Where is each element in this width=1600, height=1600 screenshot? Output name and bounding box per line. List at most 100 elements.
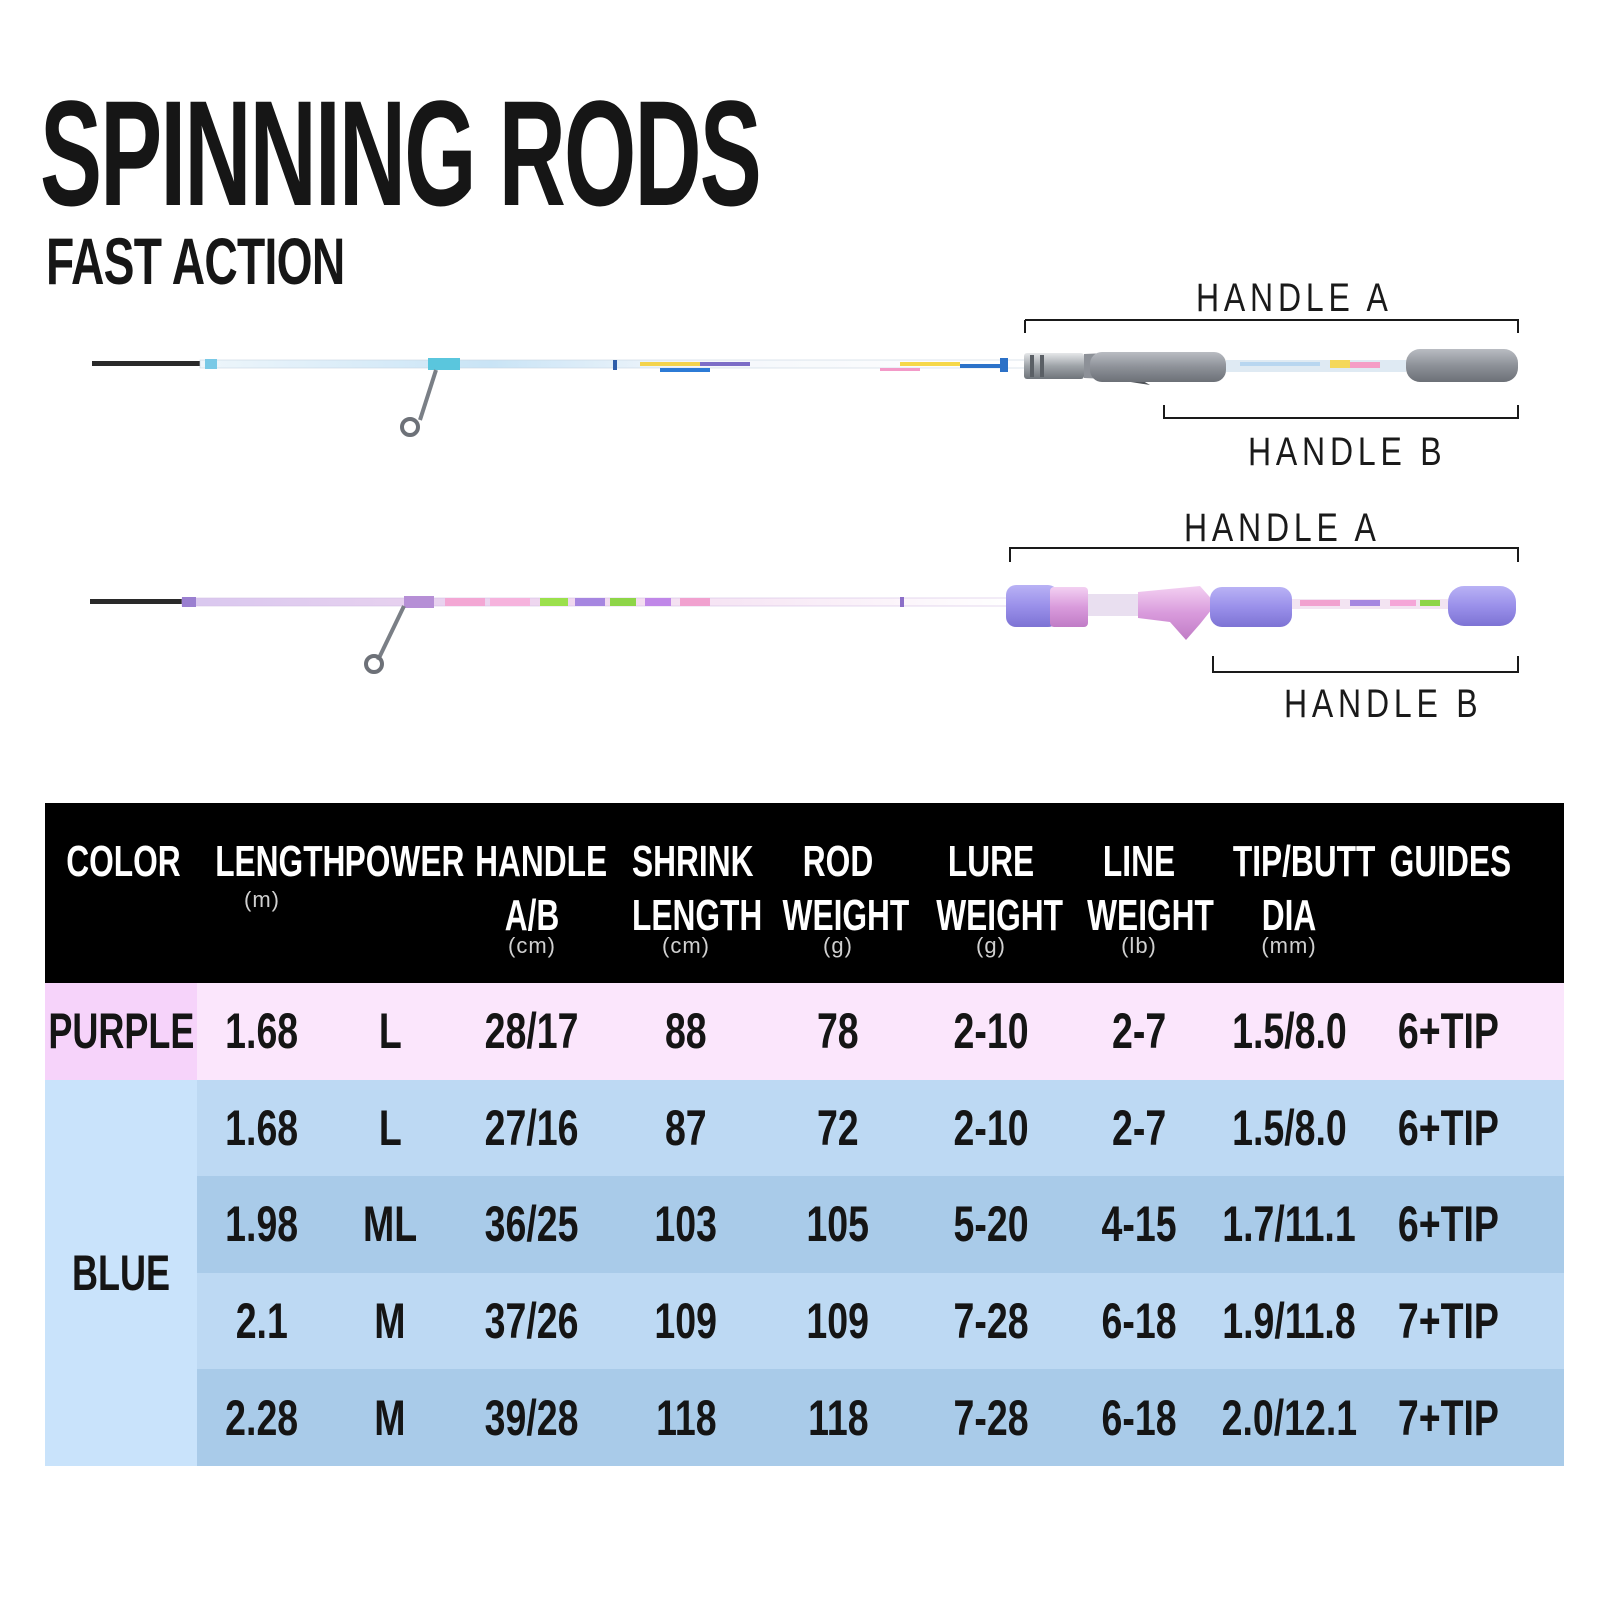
column-header-unit: (mm) <box>1261 933 1317 958</box>
table-cell: 1.7/11.1 <box>1222 1196 1356 1253</box>
table-cell: 6+TIP <box>1397 1196 1499 1253</box>
table-cell: 7-28 <box>953 1389 1029 1446</box>
table-row: 2.1 M 37/26 109 109 7-28 6-18 1.9/11.8 7+TIP <box>45 1272 1564 1370</box>
table-cell: 105 <box>806 1196 870 1253</box>
table-cell: 39/28 <box>485 1389 579 1446</box>
table-cell: 2-7 <box>1111 1003 1167 1060</box>
column-header-label: HANDLE A/B <box>475 837 608 940</box>
column-header: LURE WEIGHT (g) <box>915 803 1067 983</box>
table-row: 2.28 M 39/28 118 118 7-28 6-18 2.0/12.1 7+TIP <box>45 1369 1564 1466</box>
table-cell: 37/26 <box>485 1293 579 1350</box>
column-header-label: TIP/BUTT DIA <box>1232 837 1376 940</box>
page-subtitle: FAST ACTION <box>46 224 345 298</box>
table-cell: M <box>374 1389 406 1446</box>
table-cell: 87 <box>665 1099 707 1156</box>
fore-cap <box>1006 585 1058 627</box>
table-cell: L <box>378 1099 402 1156</box>
column-header: LENGTH (m) <box>197 803 346 983</box>
bottom-handle-b-label: HANDLE B <box>1284 682 1483 726</box>
column-header-label: SHRINK LENGTH <box>632 837 763 940</box>
color-group-cell: BLUE <box>45 1079 197 1466</box>
column-header-label: LENGTH <box>215 837 346 886</box>
table-cell: 7+TIP <box>1397 1293 1499 1350</box>
bottom-handle-a-label: HANDLE A <box>1184 506 1381 550</box>
handle-b-bracket-bottom <box>1212 656 1519 673</box>
column-header: HANDLE A/B (cm) <box>453 803 611 983</box>
table-cell: 6+TIP <box>1397 1099 1499 1156</box>
table-cell: 103 <box>654 1196 718 1253</box>
line-guide <box>364 654 384 674</box>
column-header: LINE WEIGHT (lb) <box>1067 803 1214 983</box>
table-cell: 2-10 <box>953 1003 1029 1060</box>
column-header-unit: (cm) <box>662 933 710 958</box>
table-cell: ML <box>362 1196 418 1253</box>
table-cell: 2.1 <box>235 1293 289 1350</box>
table-cell: 1.5/8.0 <box>1231 1099 1347 1156</box>
table-cell: 2-7 <box>1111 1099 1167 1156</box>
fore-grip <box>1090 352 1226 382</box>
column-header-label: LINE WEIGHT <box>1087 837 1214 940</box>
rear-grip <box>1406 349 1518 382</box>
table-row: 1.98 ML 36/25 103 105 5-20 4-15 1.7/11.1 6+TIP <box>45 1176 1564 1273</box>
column-header: TIP/BUTT DIA (mm) <box>1211 803 1376 983</box>
top-handle-a-label: HANDLE A <box>1196 276 1393 320</box>
color-group-label: BLUE <box>71 1244 170 1301</box>
table-cell: 28/17 <box>485 1003 579 1060</box>
column-header-unit: (g) <box>823 933 853 958</box>
table-cell: 2.0/12.1 <box>1221 1389 1357 1446</box>
column-header-unit: (g) <box>976 933 1006 958</box>
column-header-label: POWER <box>344 837 465 886</box>
table-cell: 2.28 <box>225 1389 299 1446</box>
table-cell: 7+TIP <box>1397 1389 1499 1446</box>
table-cell: 4-15 <box>1101 1196 1177 1253</box>
column-header-unit: (lb) <box>1121 933 1157 958</box>
table-cell: 1.98 <box>225 1196 299 1253</box>
table-cell: 7-28 <box>953 1293 1029 1350</box>
table-cell: 2-10 <box>953 1099 1029 1156</box>
table-cell: 78 <box>817 1003 859 1060</box>
top-handle-b-label: HANDLE B <box>1248 430 1447 474</box>
table-cell: 72 <box>817 1099 859 1156</box>
table-cell: 88 <box>665 1003 707 1060</box>
column-header: ROD WEIGHT (g) <box>761 803 915 983</box>
reel-seat <box>1024 353 1084 379</box>
table-cell: 36/25 <box>485 1196 579 1253</box>
table-cell: 27/16 <box>485 1099 579 1156</box>
handle-b-bracket-top <box>1163 405 1519 419</box>
column-header-unit: (cm) <box>508 933 556 958</box>
table-cell: 1.68 <box>225 1003 299 1060</box>
color-group-label: PURPLE <box>47 1003 195 1060</box>
table-cell: 118 <box>655 1389 717 1446</box>
table-cell: 1.5/8.0 <box>1231 1003 1347 1060</box>
color-group-cell: PURPLE <box>45 983 197 1080</box>
column-header: COLOR <box>45 803 197 983</box>
rod-illustrations <box>90 319 1519 674</box>
column-header-label: COLOR <box>66 837 181 886</box>
table-cell: 109 <box>654 1293 718 1350</box>
table-cell: 6-18 <box>1101 1293 1177 1350</box>
blue-rod-image <box>92 349 1518 437</box>
table-cell: M <box>374 1293 406 1350</box>
line-guide <box>400 417 420 437</box>
column-header: POWER <box>327 803 465 983</box>
spec-table: COLOR LENGTH (m) POWER HANDLE A/B (cm) SHRINK … <box>45 803 1564 1474</box>
table-cell: 109 <box>806 1293 870 1350</box>
handle-a-bracket-top <box>1024 319 1519 333</box>
table-cell: 118 <box>807 1389 869 1446</box>
table-row: 1.68 L 28/17 88 78 2-10 2-7 1.5/8.0 6+TIP <box>45 983 1564 1080</box>
table-cell: 6+TIP <box>1397 1003 1499 1060</box>
table-cell: 1.9/11.8 <box>1222 1293 1356 1350</box>
column-header-label: LURE WEIGHT <box>936 837 1063 940</box>
reel-seat <box>1138 586 1216 640</box>
table-cell: L <box>378 1003 402 1060</box>
page-title: SPINNING RODS <box>40 69 762 237</box>
table-row: 1.68 L 27/16 87 72 2-10 2-7 1.5/8.0 6+TIP <box>45 1079 1564 1177</box>
butt-cap <box>1448 586 1516 626</box>
column-header: GUIDES <box>1367 803 1529 983</box>
rod-tip <box>92 361 200 366</box>
fore-grip <box>1210 587 1292 627</box>
column-header-label: GUIDES <box>1389 837 1512 886</box>
table-cell: 1.68 <box>225 1099 299 1156</box>
column-header: SHRINK LENGTH (cm) <box>611 803 763 983</box>
column-header-label: ROD WEIGHT <box>782 837 910 940</box>
